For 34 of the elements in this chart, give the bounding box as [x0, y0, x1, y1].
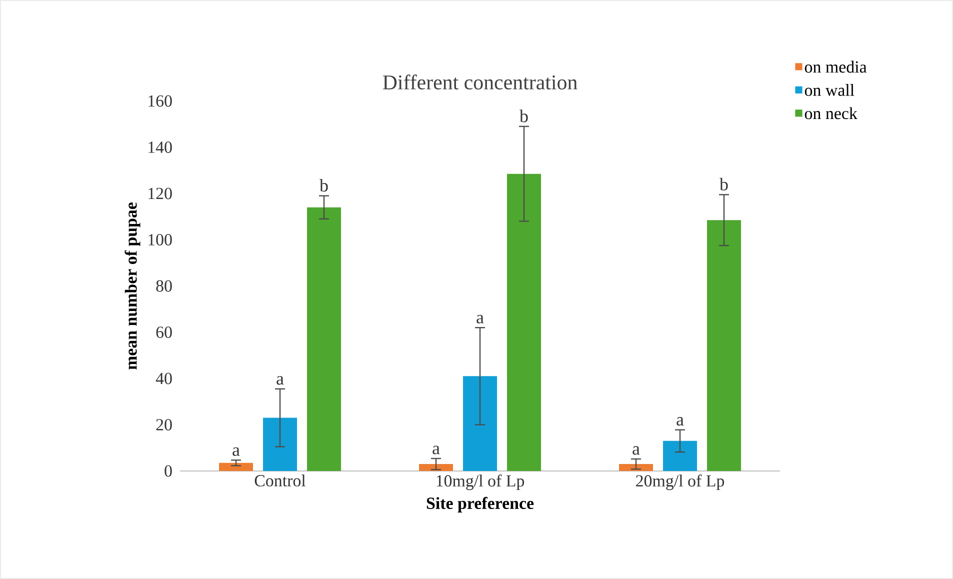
x-tick-label: 10mg/l of Lp — [436, 474, 524, 490]
y-tick-label: 60 — [156, 326, 172, 338]
bar — [219, 462, 254, 471]
annotation: a — [232, 447, 240, 456]
bar — [419, 464, 454, 471]
bar — [307, 207, 342, 471]
x-tick-label: 20mg/l of Lp — [636, 474, 724, 490]
x-axis-title: Site preference — [426, 496, 534, 512]
y-tick-label: 80 — [156, 280, 172, 292]
annotation: a — [632, 446, 640, 455]
annotation: b — [320, 178, 328, 192]
bar — [507, 174, 542, 471]
chart-title: Different concentration — [382, 74, 578, 90]
y-tick-label: 0 — [164, 465, 172, 477]
y-tick-label: 40 — [156, 372, 172, 384]
x-tick-label: Control — [254, 474, 306, 486]
legend-label: on wall — [804, 84, 854, 96]
y-tick-label: 20 — [156, 419, 172, 430]
y-tick-label: 100 — [148, 234, 172, 246]
bar — [707, 220, 742, 471]
bar — [663, 440, 698, 471]
annotation: a — [676, 417, 684, 426]
y-tick-label: 160 — [148, 95, 172, 107]
annotation: a — [432, 446, 440, 454]
annotation: a — [476, 314, 484, 324]
legend-label: on neck — [804, 107, 858, 120]
annotation: b — [720, 178, 728, 190]
legend-label: on media — [804, 60, 867, 73]
y-axis-title: mean number of pupae — [124, 202, 140, 370]
annotation: b — [520, 110, 528, 122]
annotation: a — [276, 376, 284, 385]
bar — [619, 464, 654, 471]
y-tick-label: 120 — [148, 188, 172, 200]
y-tick-label: 140 — [148, 142, 172, 153]
